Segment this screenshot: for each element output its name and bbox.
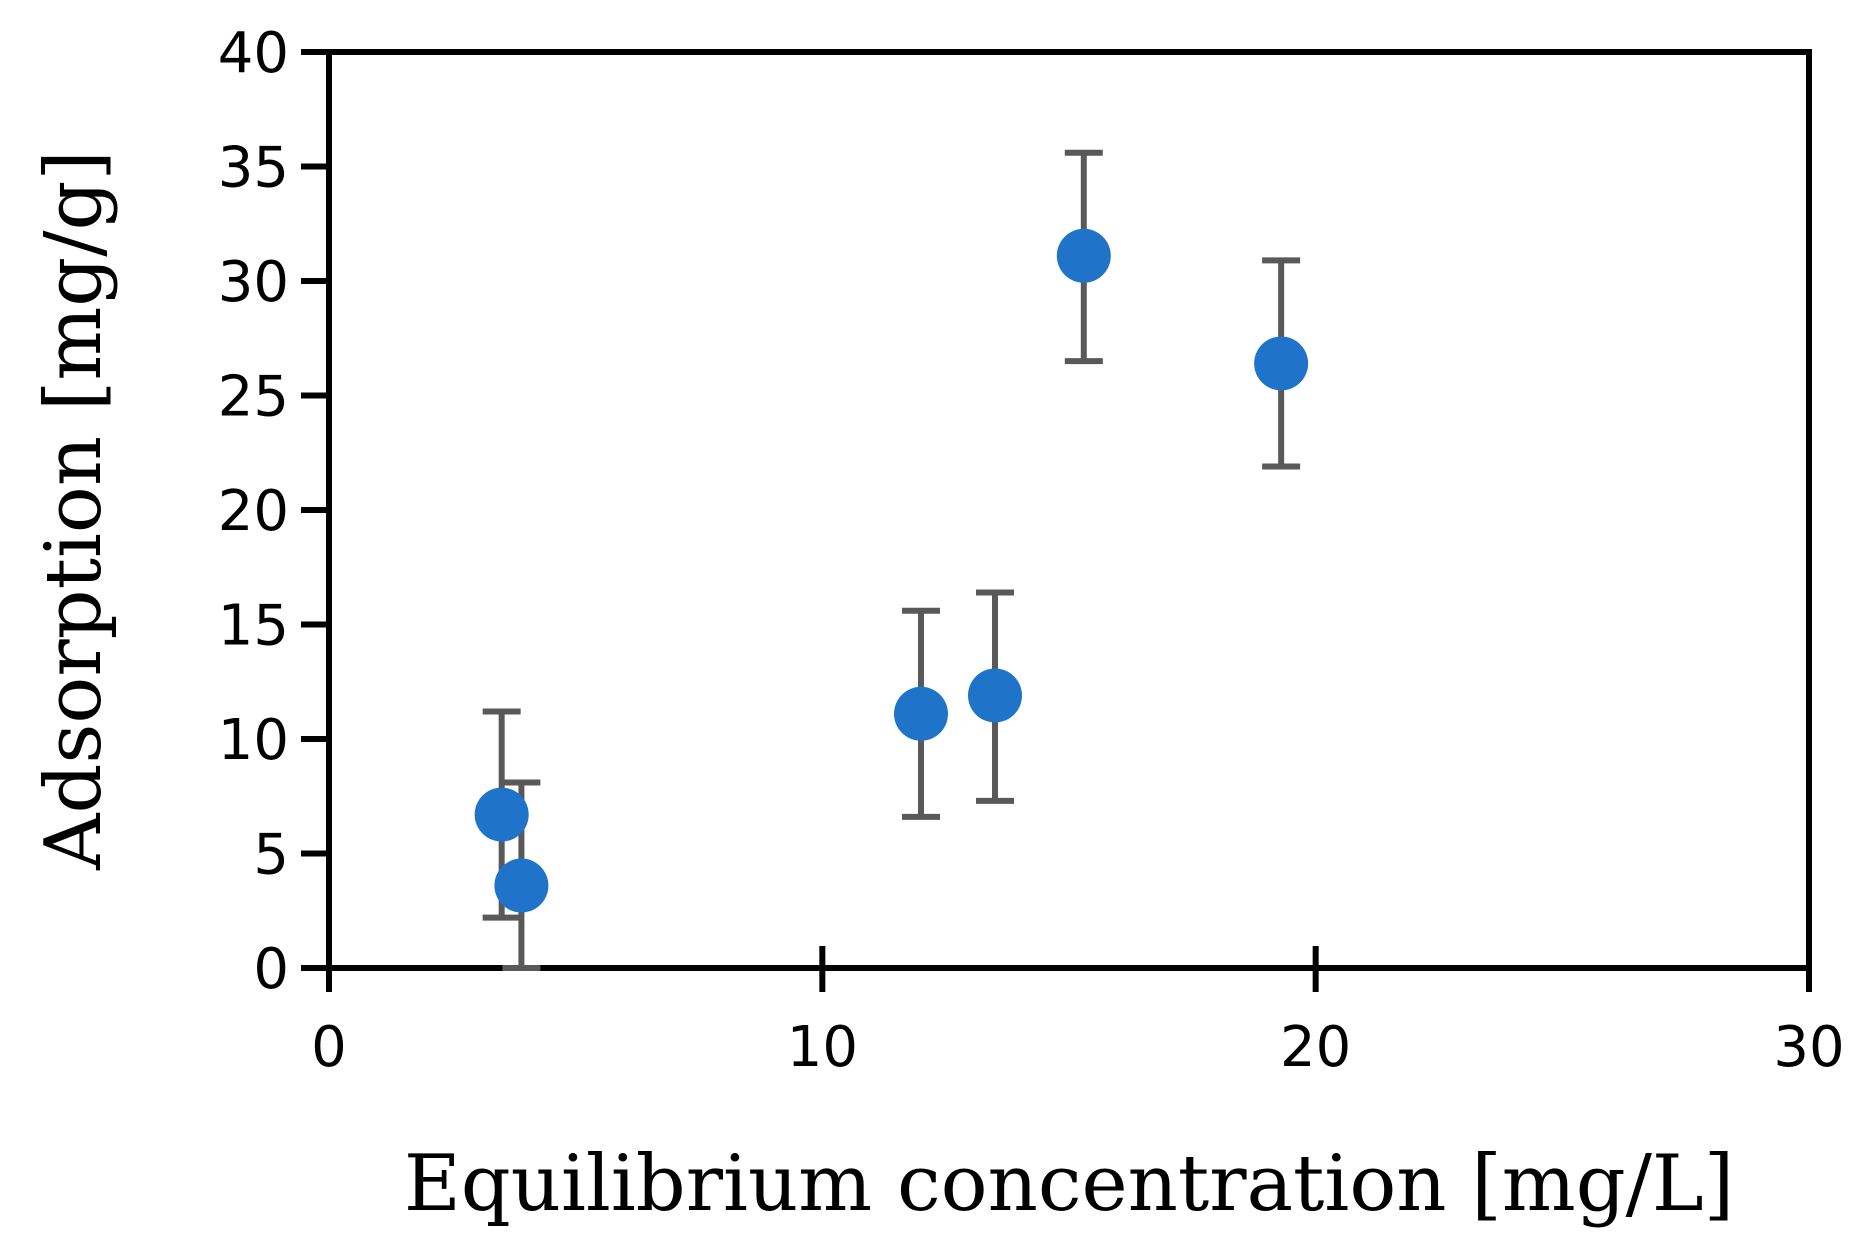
y-tick-label: 5 [253, 823, 289, 888]
x-tick-label: 30 [1773, 1015, 1844, 1080]
x-tick-label: 10 [787, 1015, 858, 1080]
y-axis-ticks: 0 5 10 15 20 25 30 35 40 [218, 21, 329, 1002]
y-tick-label: 25 [218, 365, 289, 430]
y-tick-label: 10 [218, 708, 289, 773]
data-point [474, 787, 529, 842]
y-axis-title: Adsorption [mg/g] [29, 150, 119, 871]
x-axis-title: Equilibrium concentration [mg/L] [404, 1139, 1734, 1229]
plot-frame [326, 49, 1812, 971]
data-markers [474, 228, 1309, 913]
y-tick-label: 15 [218, 594, 289, 659]
error-bars [482, 149, 1301, 971]
y-tick-label: 40 [218, 21, 289, 86]
x-tick-label: 0 [311, 1015, 347, 1080]
data-point [494, 858, 549, 913]
data-point [1056, 228, 1111, 283]
y-tick-label: 35 [218, 136, 289, 201]
y-tick-label: 20 [218, 479, 289, 544]
y-tick-label: 0 [253, 937, 289, 1002]
data-point [1254, 336, 1309, 391]
y-tick-label: 30 [218, 250, 289, 315]
x-tick-label: 20 [1280, 1015, 1351, 1080]
x-axis-ticks: 0 10 20 30 [311, 946, 1845, 1080]
data-point [968, 668, 1022, 723]
data-point [894, 686, 948, 741]
